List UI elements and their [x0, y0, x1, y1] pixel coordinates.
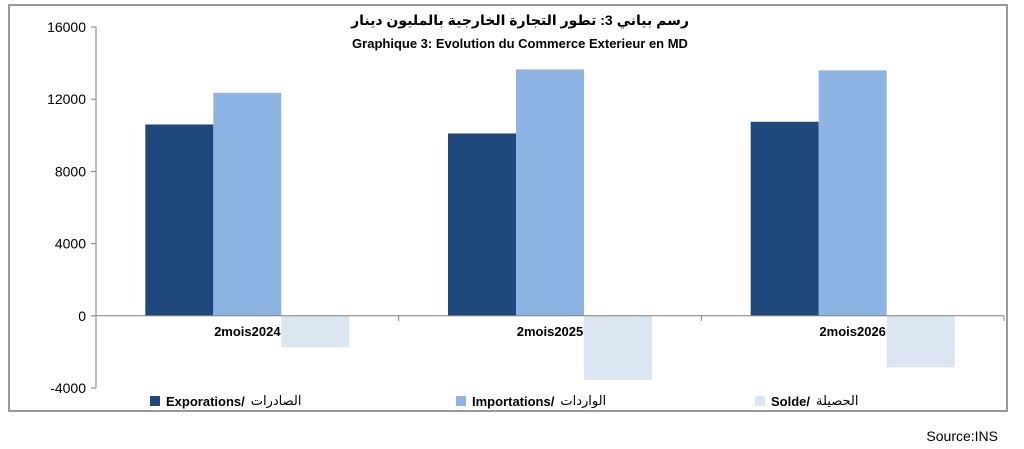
bar-imports-2mois2025 [516, 69, 584, 316]
legend-label-exports: Exporations/ [166, 393, 245, 409]
y-tick-label: 0 [78, 308, 86, 324]
source-note: Source:INS [926, 428, 998, 444]
x-category-label: 2mois2025 [517, 324, 584, 339]
bar-solde-2mois2025 [584, 315, 652, 380]
y-tick-label: -4000 [50, 380, 86, 396]
legend-label-solde-arabic: الحصيلة [816, 393, 859, 408]
legend-label-exports-arabic: الصادرات [250, 393, 302, 408]
bar-imports-2mois2024 [213, 92, 282, 316]
y-tick-label: 4000 [55, 236, 86, 252]
chart-title-arabic: رسم بياني 3: تطور التجارة الخارجية بالمل… [351, 12, 689, 28]
bar-solde-2mois2024 [281, 315, 350, 348]
legend-label-imports-arabic: الواردات [560, 393, 607, 408]
y-tick-label: 16000 [47, 19, 86, 35]
bar-exports-2mois2025 [448, 133, 516, 316]
y-tick-label: 8000 [55, 163, 86, 179]
y-tick-label: 12000 [47, 91, 86, 107]
legend-item-solde: Solde/ الحصيلة [755, 393, 858, 409]
legend-swatch-solde [755, 396, 765, 406]
legend-swatch-imports [456, 396, 466, 406]
legend-label-imports: Importations/ [472, 393, 555, 409]
bar-exports-2mois2024 [145, 124, 214, 316]
chart-title-french: Graphique 3: Evolution du Commerce Exter… [352, 36, 688, 51]
bar-solde-2mois2026 [886, 315, 955, 368]
bar-exports-2mois2026 [750, 121, 819, 316]
legend-label-solde: Solde/ [771, 393, 811, 409]
bar-imports-2mois2026 [818, 70, 887, 316]
x-category-label: 2mois2026 [819, 324, 886, 339]
legend-item-imports: Importations/ الواردات [456, 393, 606, 409]
legend-item-exports: Exporations/ الصادرات [150, 393, 301, 409]
legend-swatch-exports [150, 396, 160, 406]
x-category-label: 2mois2024 [214, 324, 281, 339]
